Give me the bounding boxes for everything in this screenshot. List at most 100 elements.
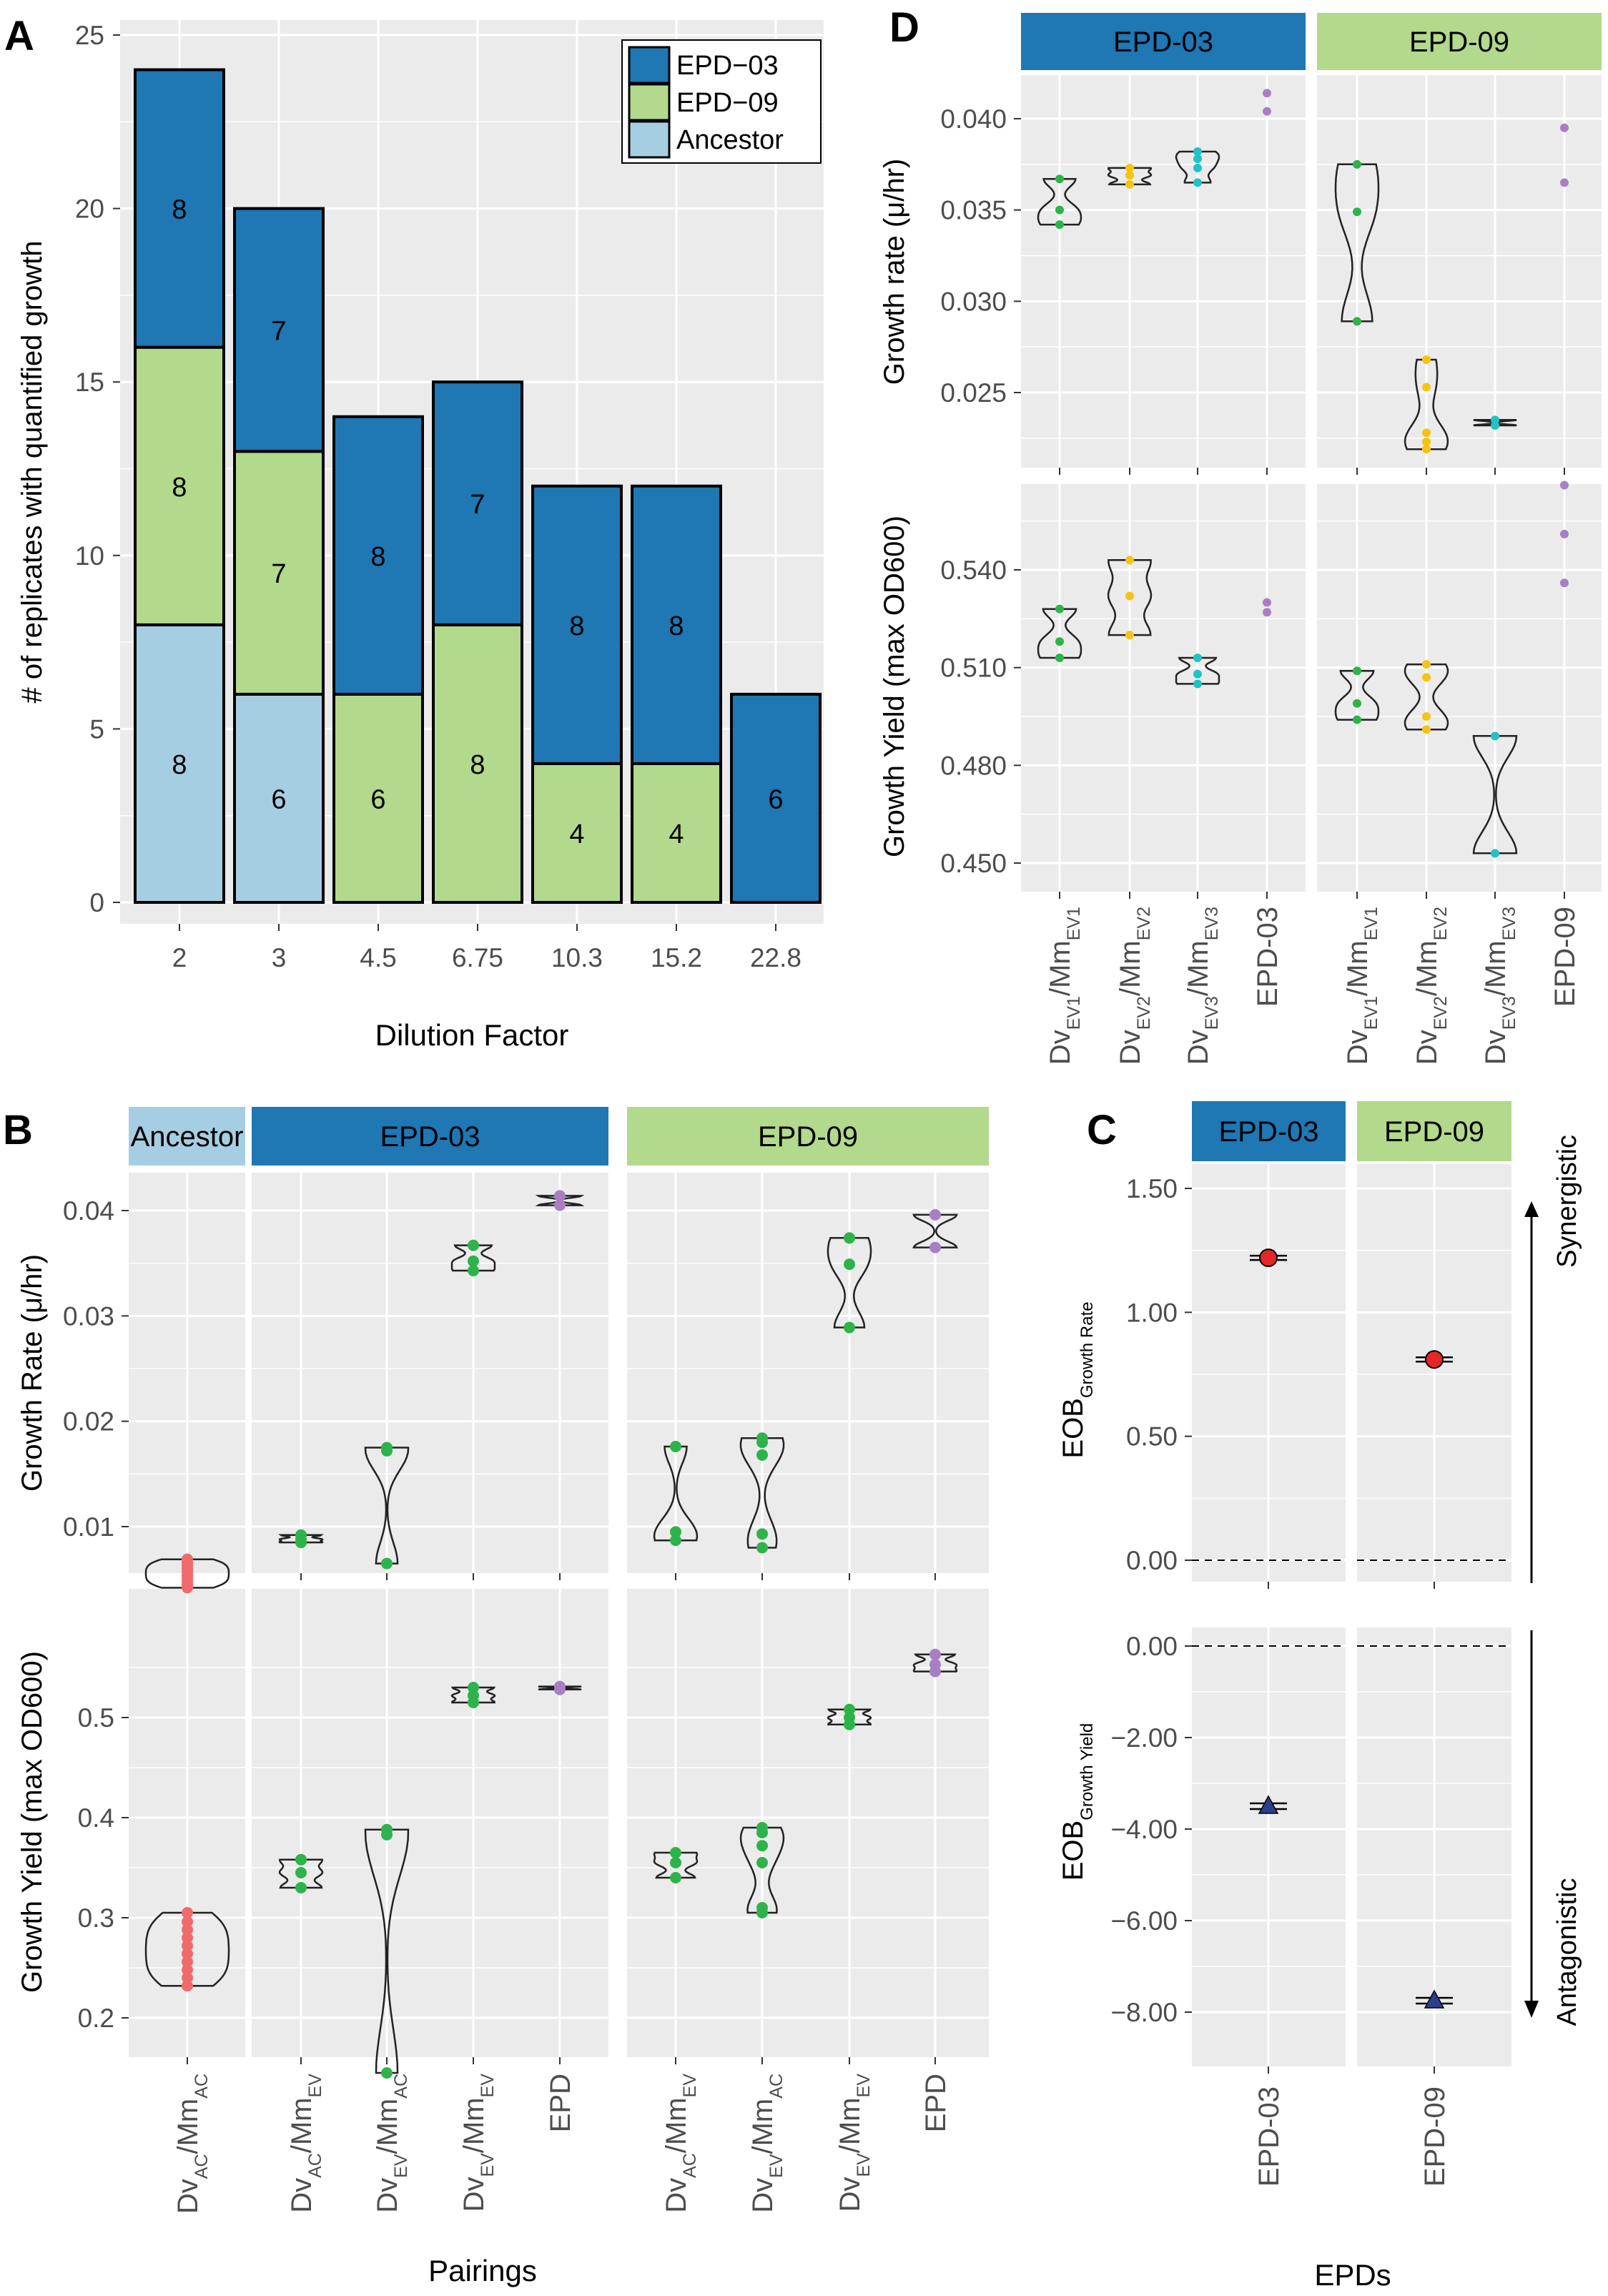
data-point: [844, 1232, 855, 1244]
panel-background: [252, 1173, 608, 1573]
y-axis-title-growth-rate: Growth rate (μ/hr): [879, 159, 910, 385]
x-axis-title: EPDs: [1314, 2258, 1391, 2292]
y-tick-label: 0.540: [940, 556, 1007, 585]
panel-background: [1317, 75, 1602, 468]
data-point: [1193, 178, 1202, 187]
y-tick-label: 25: [75, 21, 104, 50]
data-point: [1193, 147, 1202, 156]
data-point: [554, 1190, 566, 1202]
data-point: [1560, 529, 1569, 538]
panel-letter: D: [889, 4, 919, 51]
data-point: [756, 1822, 768, 1833]
data-point: [295, 1853, 307, 1866]
data-point: [929, 1208, 941, 1221]
data-point: [929, 1241, 941, 1253]
y-axis-title-growth-rate: Growth Rate (μ/hr): [16, 1254, 48, 1492]
y-tick-label: 0.2: [78, 2004, 114, 2033]
data-point: [182, 1980, 193, 1992]
panel-d: EPD-03 EPD-09 0.025 0.030 0.035 0.040 0.450 0.4…: [879, 4, 1602, 1065]
violin: [912, 1653, 958, 1672]
x-tick-label: EPD-09: [1549, 907, 1581, 1007]
facet-strip: [627, 1107, 989, 1166]
data-point: [182, 1923, 193, 1936]
data-point: [468, 1239, 479, 1251]
data-point: [1055, 604, 1064, 614]
panel-b: Ancestor EPD-03 EPD-09 0.01 0.02 0.03 0.04 0.2 0…: [3, 1107, 989, 2287]
data-point: [1353, 207, 1361, 217]
violin: [653, 1851, 699, 1879]
stacked-bar-segment: [432, 380, 523, 626]
panel-letter: C: [1087, 1107, 1117, 1153]
data-point: [1125, 179, 1134, 189]
data-point: [182, 1553, 193, 1565]
bar-value-label: 8: [172, 473, 187, 503]
data-point: [929, 1648, 941, 1660]
panel-background: [1317, 484, 1602, 892]
data-point: [670, 1526, 681, 1538]
y-tick-label: 0.50: [1126, 1422, 1178, 1452]
eob-growth-rate-point: [1425, 1350, 1444, 1369]
violin: [450, 1686, 496, 1704]
stacked-bar-segment: [233, 450, 325, 696]
data-point: [1422, 712, 1431, 721]
y-axis-title: # of replicates with quantified growth: [16, 240, 48, 703]
violin: [1334, 669, 1380, 721]
x-tick-label: DvEV1/MmEV1: [1045, 907, 1084, 1065]
y-tick-label: 1.50: [1126, 1174, 1178, 1203]
y-tick-label: 10: [75, 541, 104, 571]
panel-letter: B: [3, 1107, 33, 1153]
data-point: [1422, 355, 1431, 365]
facet-strip: [1192, 1101, 1346, 1161]
facet-strip: [1317, 13, 1602, 70]
stacked-bar-segment: [631, 762, 722, 905]
x-axis-title: Pairings: [428, 2254, 537, 2287]
violin: [450, 1244, 496, 1272]
stacked-bar-segment: [531, 484, 623, 765]
violin: [827, 1708, 872, 1726]
data-point: [381, 1442, 393, 1454]
arrowhead: [1524, 1201, 1539, 1217]
violin: [1037, 178, 1082, 226]
violin: [1334, 163, 1380, 322]
bar-value-label: 8: [669, 611, 684, 641]
data-point: [1422, 437, 1431, 446]
violin: [1175, 656, 1220, 685]
y-tick-label: 0.5: [78, 1703, 114, 1733]
facet-strip: [1357, 1101, 1511, 1161]
data-point: [1263, 89, 1271, 98]
y-axis-title-growth-yield: Growth Yield (max OD600): [16, 1651, 48, 1993]
y-tick-label: 0.025: [940, 378, 1007, 408]
x-axis-title: Dilution Factor: [375, 1018, 569, 1052]
y-tick-label: 0.00: [1126, 1632, 1178, 1661]
bar-value-label: 8: [569, 611, 584, 641]
data-point: [182, 1972, 193, 1984]
x-tick-label: 22.8: [750, 943, 801, 972]
data-point: [1491, 731, 1499, 741]
stacked-bar-segment: [332, 692, 424, 904]
data-point: [1353, 699, 1361, 708]
legend-swatch: [628, 83, 671, 122]
data-point: [381, 1557, 393, 1570]
data-point: [1353, 159, 1361, 169]
panel-a: 8 8 8 2 6 7 7 3 6 8 4.5 8 7 6.75 4 8 10.3 4 8 15.2 6 22.8 0 5 10…: [4, 13, 824, 1052]
data-point: [670, 1857, 681, 1868]
data-point: [1560, 123, 1569, 132]
data-point: [756, 1528, 768, 1540]
bar-value-label: 4: [669, 819, 684, 849]
data-point: [182, 1940, 193, 1952]
data-point: [1193, 654, 1202, 662]
data-point: [381, 2067, 393, 2079]
legend-label: EPD−03: [676, 51, 779, 81]
data-point: [182, 1916, 193, 1928]
y-tick-label: 0.040: [940, 104, 1007, 134]
violin: [1404, 358, 1449, 450]
violin: [739, 1437, 785, 1549]
y-axis-title-growth-yield: Growth Yield (max OD600): [879, 516, 910, 857]
violin: [912, 1213, 958, 1248]
x-tick-label: 2: [172, 943, 187, 972]
y-tick-label: −6.00: [1110, 1906, 1178, 1936]
data-point: [295, 1867, 307, 1878]
x-tick-label: EPD-03: [1253, 2086, 1285, 2187]
y-tick-label: 0.450: [940, 849, 1007, 878]
